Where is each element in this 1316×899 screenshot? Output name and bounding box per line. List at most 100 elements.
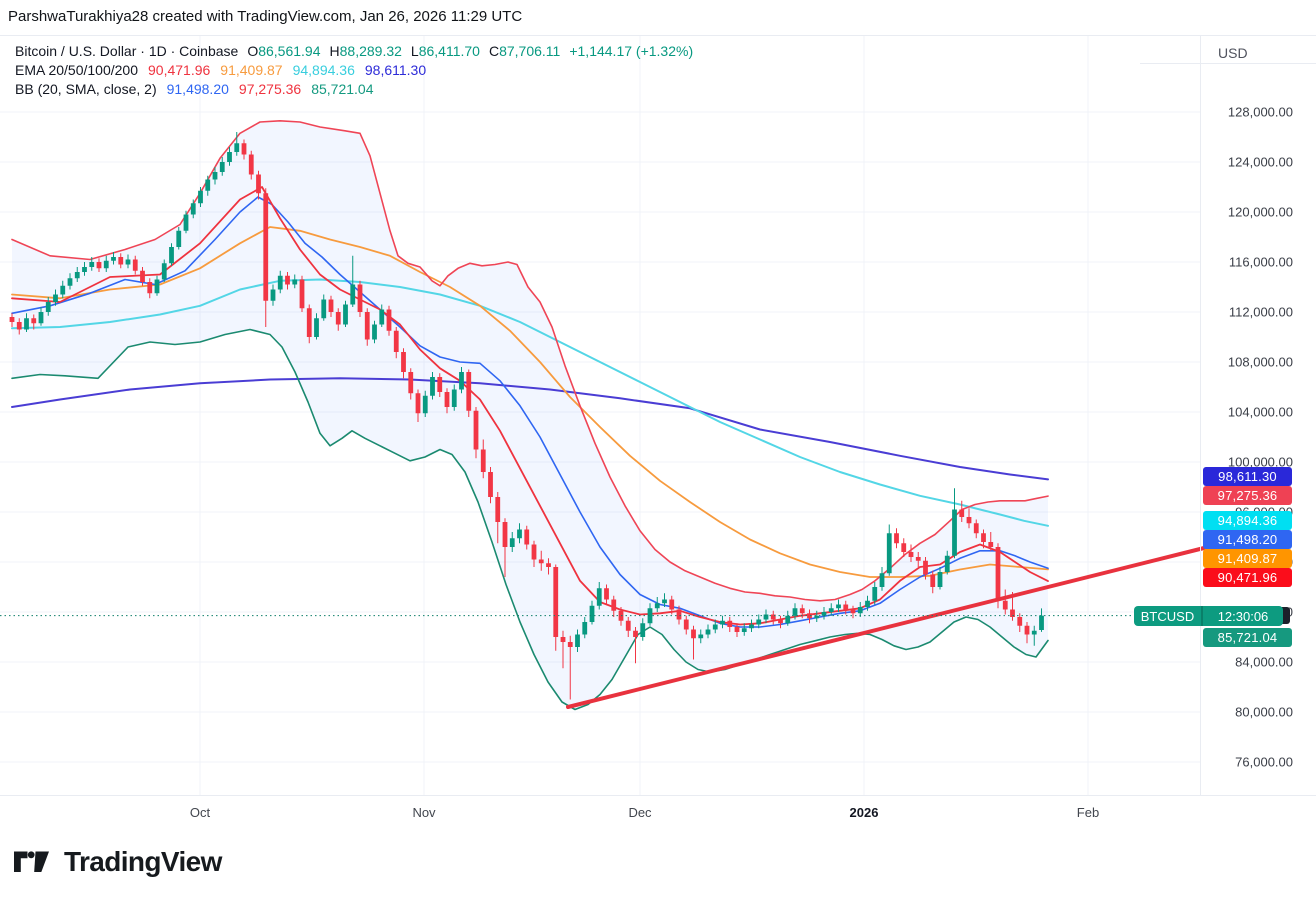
candle-body [357, 284, 363, 312]
legend-ema-row[interactable]: EMA 20/50/100/200 90,471.96 91,409.87 94,89… [15, 61, 693, 80]
candle-body [553, 567, 559, 637]
price-tick-label: 116,000.00 [1228, 254, 1293, 270]
candle-body [328, 299, 334, 312]
candle-body [995, 547, 1001, 601]
candle-body [451, 389, 457, 407]
candle-body [654, 603, 660, 609]
candle-body [538, 559, 544, 564]
candle-body [647, 608, 653, 624]
candle-body [676, 609, 682, 620]
time-tick-label: Nov [412, 805, 436, 820]
candle-body [430, 377, 435, 396]
candle-body [843, 604, 849, 610]
high-label: H [329, 43, 340, 59]
candle-body [814, 615, 820, 619]
legend-symbol-row[interactable]: Bitcoin / U.S. Dollar · 1D · Coinbase O86… [15, 42, 693, 61]
candle-body [176, 230, 182, 247]
indicator-price-label: 91,498.20 [1203, 530, 1292, 549]
candle-body [836, 604, 841, 609]
candle-body [132, 259, 138, 271]
candle-body [495, 497, 501, 522]
currency-cell-border [1140, 63, 1316, 64]
ema100-value: 94,894.36 [292, 62, 355, 78]
candle-body [502, 522, 508, 547]
candle-body [212, 172, 218, 180]
candle-body [393, 330, 399, 352]
candle-body [205, 179, 211, 191]
bb-title[interactable]: BB (20, SMA, close, 2) [15, 81, 157, 97]
candle-body [1031, 630, 1037, 635]
candle-body [350, 284, 356, 305]
low-label: L [410, 43, 419, 59]
candle-body [314, 318, 319, 337]
candle-body [691, 629, 696, 639]
candle-body [944, 555, 950, 572]
candle-body [756, 619, 762, 625]
trendline [566, 546, 1206, 709]
candle-body [915, 557, 921, 561]
header-divider [0, 35, 1316, 36]
candle-body [582, 622, 588, 635]
bb-lower-value: 85,721.04 [311, 81, 374, 97]
badge-divider [1201, 606, 1203, 626]
candle-body [828, 608, 834, 612]
ema-title[interactable]: EMA 20/50/100/200 [15, 62, 138, 78]
candle-body [140, 270, 145, 282]
candle-body [596, 588, 602, 606]
candle-body [1039, 615, 1044, 630]
tradingview-logo[interactable]: TradingView [14, 846, 222, 878]
price-tick-label: 112,000.00 [1228, 304, 1293, 320]
time-tick-label: Dec [628, 805, 652, 820]
candle-body [292, 279, 298, 285]
candle-body [111, 257, 116, 261]
candle-body [227, 152, 232, 162]
ema50-value: 91,409.87 [220, 62, 283, 78]
price-tick-label: 124,000.00 [1227, 154, 1293, 170]
currency-label[interactable]: USD [1218, 45, 1248, 61]
candle-body [459, 372, 464, 390]
candle-body [299, 279, 305, 309]
candle-body [567, 642, 573, 647]
candle-body [517, 529, 522, 539]
line-ema-100 [11, 278, 1049, 527]
candle-body [401, 352, 406, 372]
candle-body [82, 267, 87, 272]
candle-body [31, 318, 37, 324]
chart-legend: Bitcoin / U.S. Dollar · 1D · Coinbase O86… [15, 42, 693, 99]
candle-body [335, 312, 341, 325]
bar-countdown: 12:30:06 [1203, 606, 1283, 626]
price-tick-label: 108,000.00 [1227, 354, 1293, 370]
candle-body [67, 278, 73, 286]
candle-body [372, 324, 377, 340]
legend-bb-row[interactable]: BB (20, SMA, close, 2) 91,498.20 97,275.36… [15, 80, 693, 99]
candle-body [988, 542, 994, 547]
candle-body [857, 607, 863, 614]
candle-body [241, 143, 247, 155]
candle-body [422, 395, 428, 414]
ema20-value: 90,471.96 [148, 62, 211, 78]
candle-body [973, 523, 979, 534]
candle-body [727, 620, 733, 627]
candle-body [190, 203, 196, 215]
candle-body [234, 143, 240, 152]
candle-body [285, 275, 290, 285]
candle-body [770, 614, 776, 620]
bb-upper-value: 97,275.36 [238, 81, 302, 97]
candle-body [698, 634, 704, 639]
candle-body [16, 322, 22, 330]
symbol-title[interactable]: Bitcoin / U.S. Dollar · 1D · Coinbase [15, 43, 239, 59]
indicator-price-label: 91,409.87 [1203, 549, 1292, 568]
candle-body [277, 275, 283, 290]
candle-body [705, 629, 711, 635]
candle-body [89, 262, 95, 267]
candle-body [923, 560, 928, 575]
candle-body [712, 624, 718, 630]
candle-body [807, 613, 812, 619]
tradingview-logo-mark [14, 851, 49, 872]
price-tick-label: 84,000.00 [1235, 654, 1293, 670]
candle-body [611, 599, 617, 611]
time-tick-label: Oct [189, 805, 211, 820]
candle-body [821, 612, 827, 616]
candle-body [343, 304, 348, 325]
